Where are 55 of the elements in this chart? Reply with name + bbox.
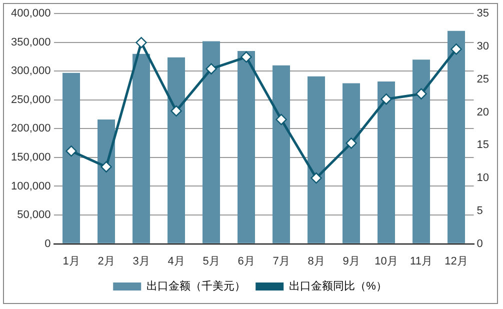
- y-tick-label: 100,000: [10, 180, 51, 192]
- y-tick-label: 200,000: [10, 122, 51, 135]
- bar: [412, 60, 430, 244]
- point: [66, 145, 77, 157]
- legend-label: 出口金额（千美元）: [146, 280, 246, 293]
- y2-tick-label: 30: [476, 40, 490, 53]
- x-tick-label: 4月: [168, 255, 185, 268]
- legend-label: 出口金额同比（%）: [289, 280, 387, 293]
- y-tick-label: 0: [44, 238, 51, 250]
- bar: [308, 76, 326, 244]
- point: [206, 63, 217, 74]
- point: [100, 161, 112, 172]
- y2-tick-label: 15: [476, 139, 490, 152]
- bar: [202, 41, 220, 244]
- x-tick-label: 5月: [202, 255, 220, 268]
- point: [310, 172, 322, 184]
- x-tick-label: 6月: [238, 255, 255, 268]
- x-tick-label: 11月: [410, 255, 432, 268]
- y-tick-label: 50,000: [17, 209, 51, 222]
- bar: [378, 82, 396, 244]
- y-tick-label: 350,000: [10, 36, 51, 48]
- x-tick-label: 9月: [342, 255, 360, 268]
- bar: [98, 119, 116, 244]
- y2-tick-label: 0: [476, 238, 483, 250]
- y2-tick-label: 20: [476, 106, 490, 118]
- point: [380, 94, 392, 105]
- bar: [272, 65, 290, 244]
- bar: [448, 30, 466, 244]
- bar: [168, 57, 186, 244]
- x-tick-label: 12月: [444, 255, 468, 268]
- y-tick-label: 250,000: [10, 94, 51, 106]
- bar: [62, 72, 80, 244]
- y2-tick-label: 10: [476, 172, 490, 184]
- point: [240, 51, 252, 63]
- bar: [132, 54, 150, 244]
- x-tick-label: 7月: [272, 255, 290, 268]
- point: [276, 114, 287, 126]
- bar: [238, 51, 256, 244]
- y2-tick-label: 5: [476, 204, 483, 217]
- point: [170, 105, 182, 117]
- x-tick-label: 3月: [132, 255, 150, 268]
- y-tick-label: 400,000: [10, 8, 51, 20]
- y-tick-label: 150,000: [10, 152, 51, 164]
- bar: [342, 83, 360, 244]
- x-tick-label: 1月: [62, 255, 80, 268]
- x-tick-label: 2月: [98, 255, 115, 268]
- point: [136, 36, 147, 48]
- point: [346, 138, 357, 149]
- x-tick-label: 10月: [374, 255, 398, 268]
- y-tick-label: 300,000: [10, 65, 51, 78]
- point: [416, 88, 427, 100]
- y2-tick-label: 35: [476, 8, 490, 20]
- x-tick-label: 8月: [308, 255, 325, 268]
- point: [450, 44, 462, 55]
- y2-tick-label: 25: [476, 73, 490, 86]
